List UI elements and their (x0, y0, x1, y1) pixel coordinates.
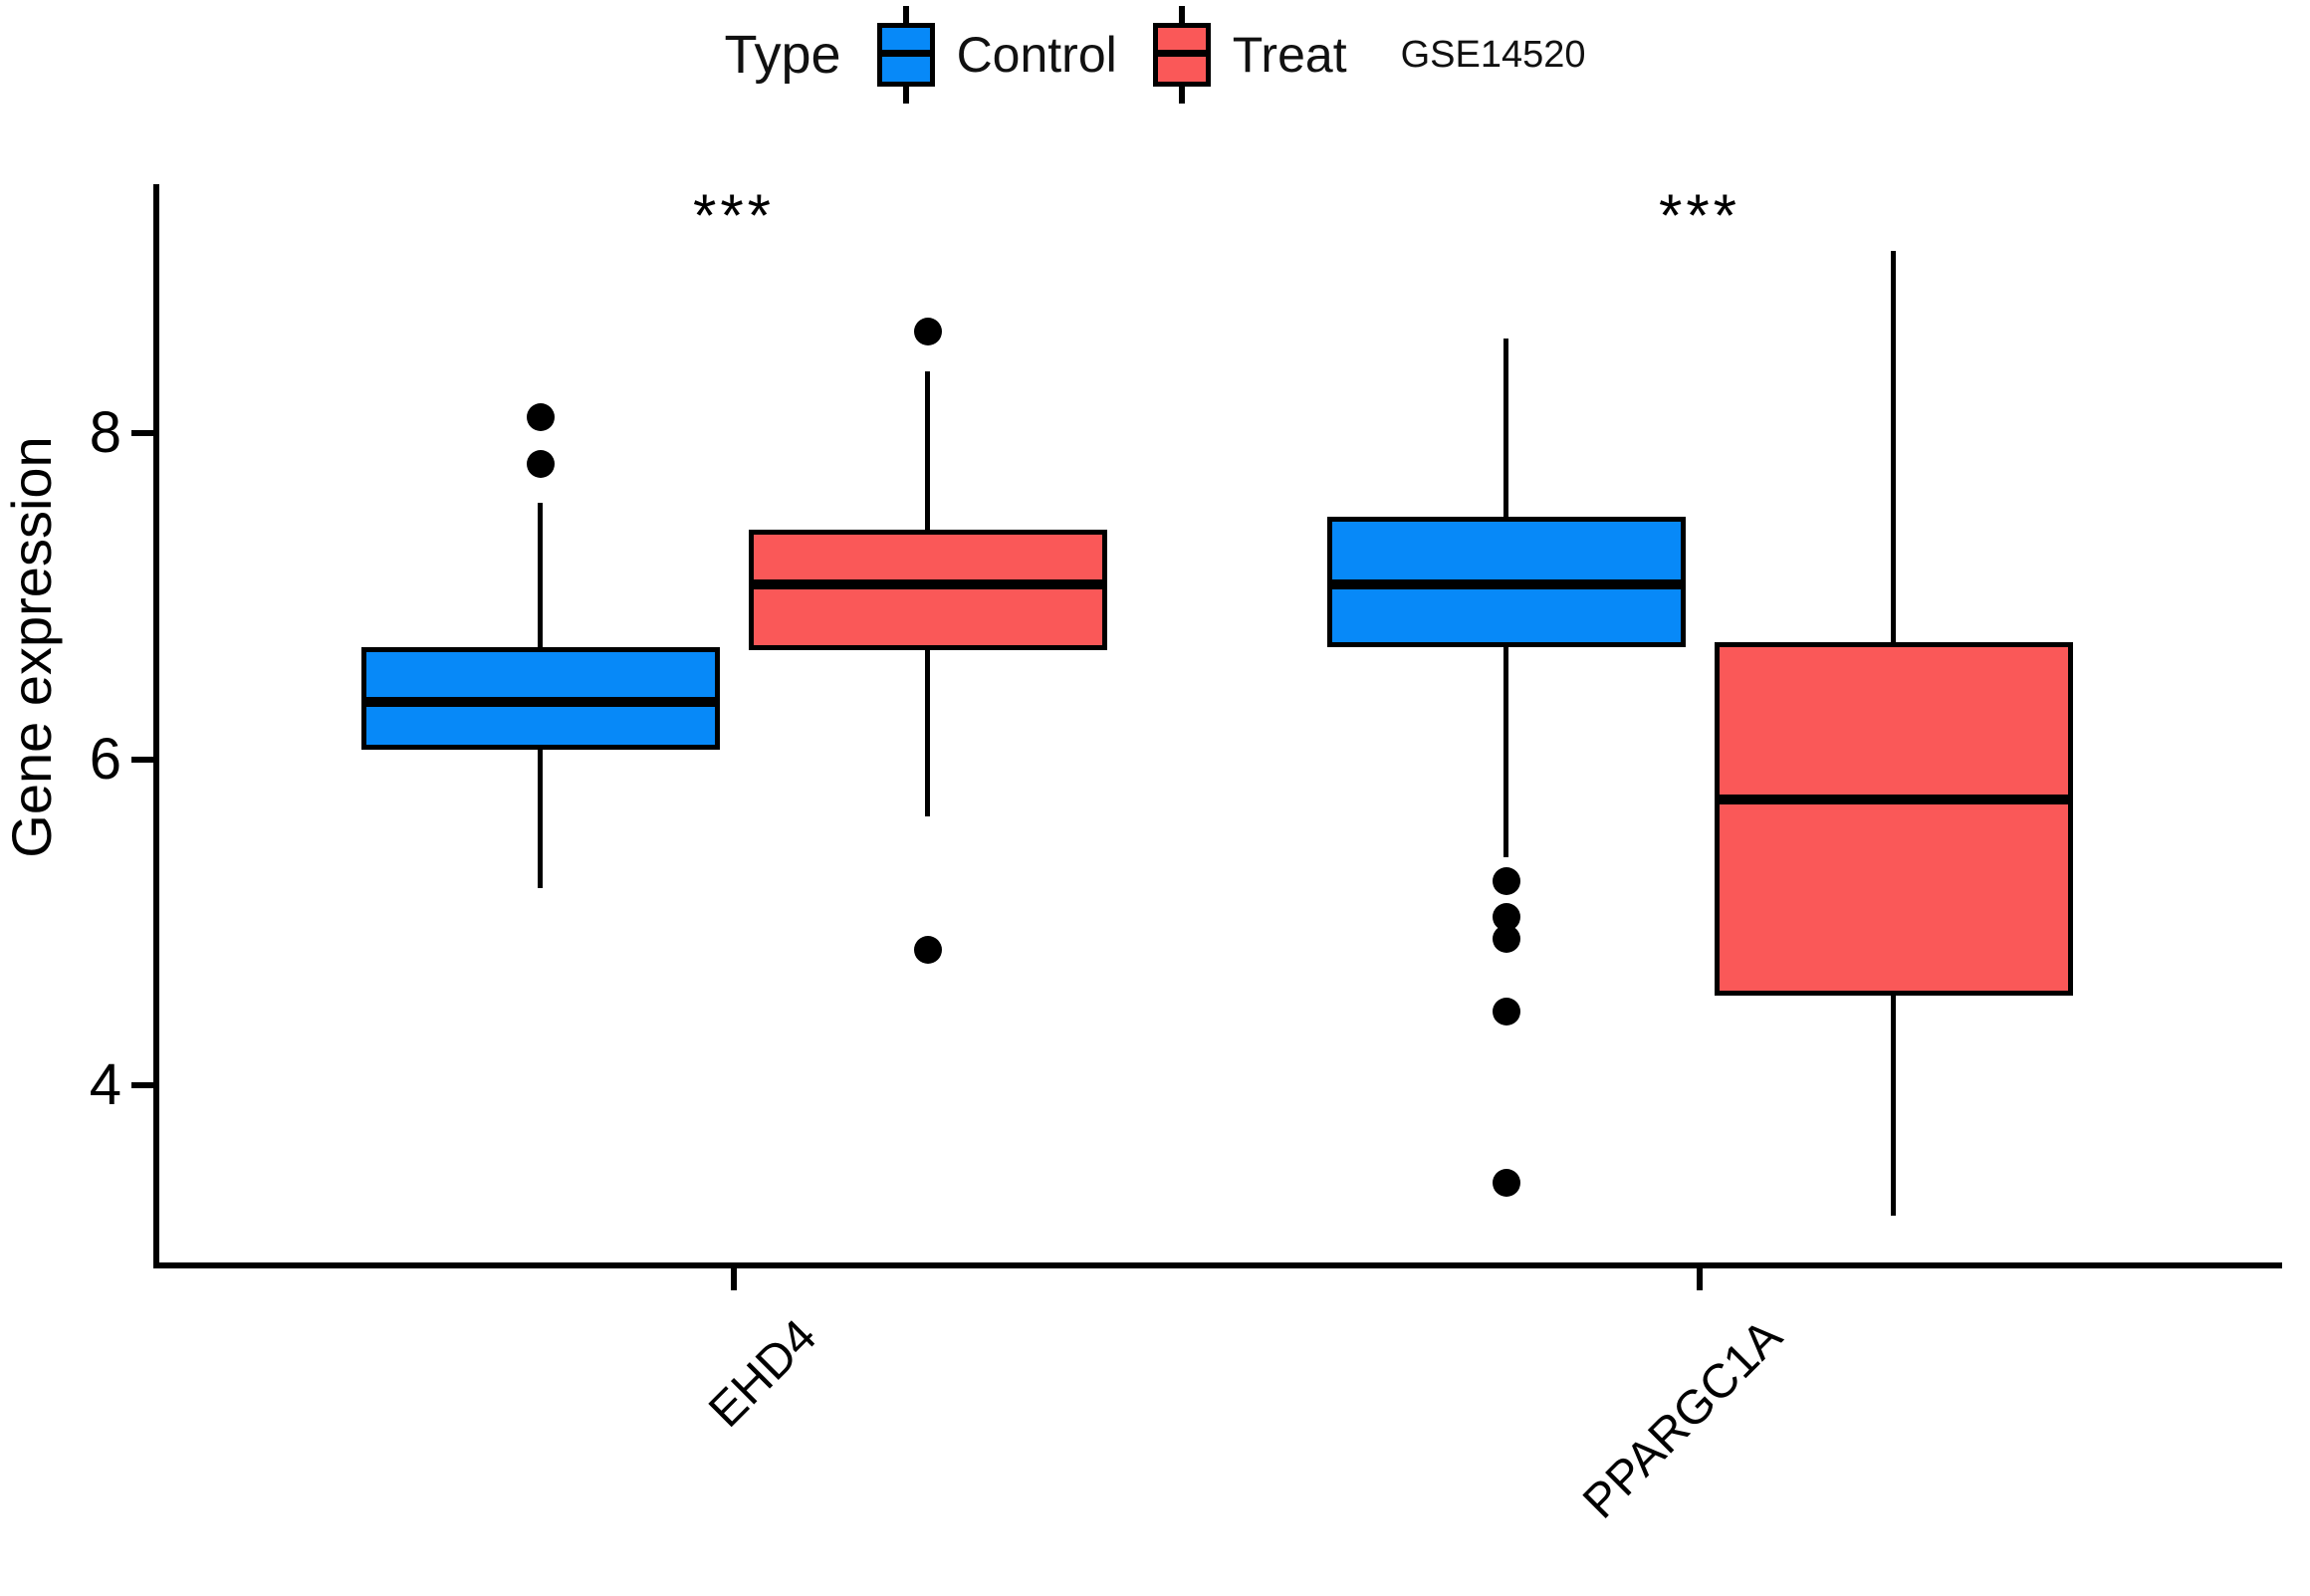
y-axis-title: Gene expression (0, 436, 63, 858)
dataset-annotation: GSE14520 (1400, 33, 1586, 76)
legend: Type Control Treat GSE14520 (0, 6, 2310, 104)
x-axis-line (153, 1262, 2282, 1268)
outlier-PPARGC1A-Control (1492, 867, 1520, 896)
legend-title: Type (724, 25, 841, 85)
outlier-EHD4-Control (526, 402, 555, 431)
x-tick-mark (1697, 1268, 1703, 1290)
y-tick-mark (131, 1082, 153, 1088)
outlier-PPARGC1A-Control (1492, 1169, 1520, 1198)
outlier-PPARGC1A-Control (1492, 924, 1520, 953)
significance-stars-EHD4: *** (692, 182, 776, 249)
y-tick-label-6: 6 (89, 726, 121, 792)
outlier-EHD4-Treat (913, 936, 942, 965)
x-tick-mark (731, 1268, 737, 1290)
outlier-EHD4-Treat (913, 318, 942, 346)
y-tick-mark (131, 756, 153, 763)
boxplot-glyph-treat-icon (1152, 6, 1211, 104)
legend-item-treat: Treat (1152, 6, 1347, 104)
y-axis-line (153, 184, 159, 1268)
significance-stars-PPARGC1A: *** (1658, 182, 1741, 249)
glyph-median (1152, 50, 1211, 57)
median-PPARGC1A-Treat (1714, 795, 2073, 805)
median-EHD4-Control (360, 697, 720, 708)
legend-label-treat: Treat (1232, 27, 1347, 83)
x-tick-label-PPARGC1A: PPARGC1A (1573, 1309, 1793, 1529)
y-tick-mark (131, 430, 153, 436)
outlier-EHD4-Control (526, 450, 555, 479)
outlier-PPARGC1A-Control (1492, 998, 1520, 1026)
legend-item-control: Control (876, 6, 1117, 104)
box-PPARGC1A-Treat (1714, 641, 2073, 996)
median-PPARGC1A-Control (1326, 579, 1686, 590)
median-EHD4-Treat (748, 579, 1107, 590)
glyph-median (876, 50, 935, 57)
x-tick-label-EHD4: EHD4 (699, 1309, 827, 1438)
boxplot-glyph-control-icon (876, 6, 935, 104)
legend-label-control: Control (956, 27, 1117, 83)
y-tick-label-8: 8 (89, 400, 121, 465)
y-tick-label-4: 4 (89, 1052, 121, 1117)
